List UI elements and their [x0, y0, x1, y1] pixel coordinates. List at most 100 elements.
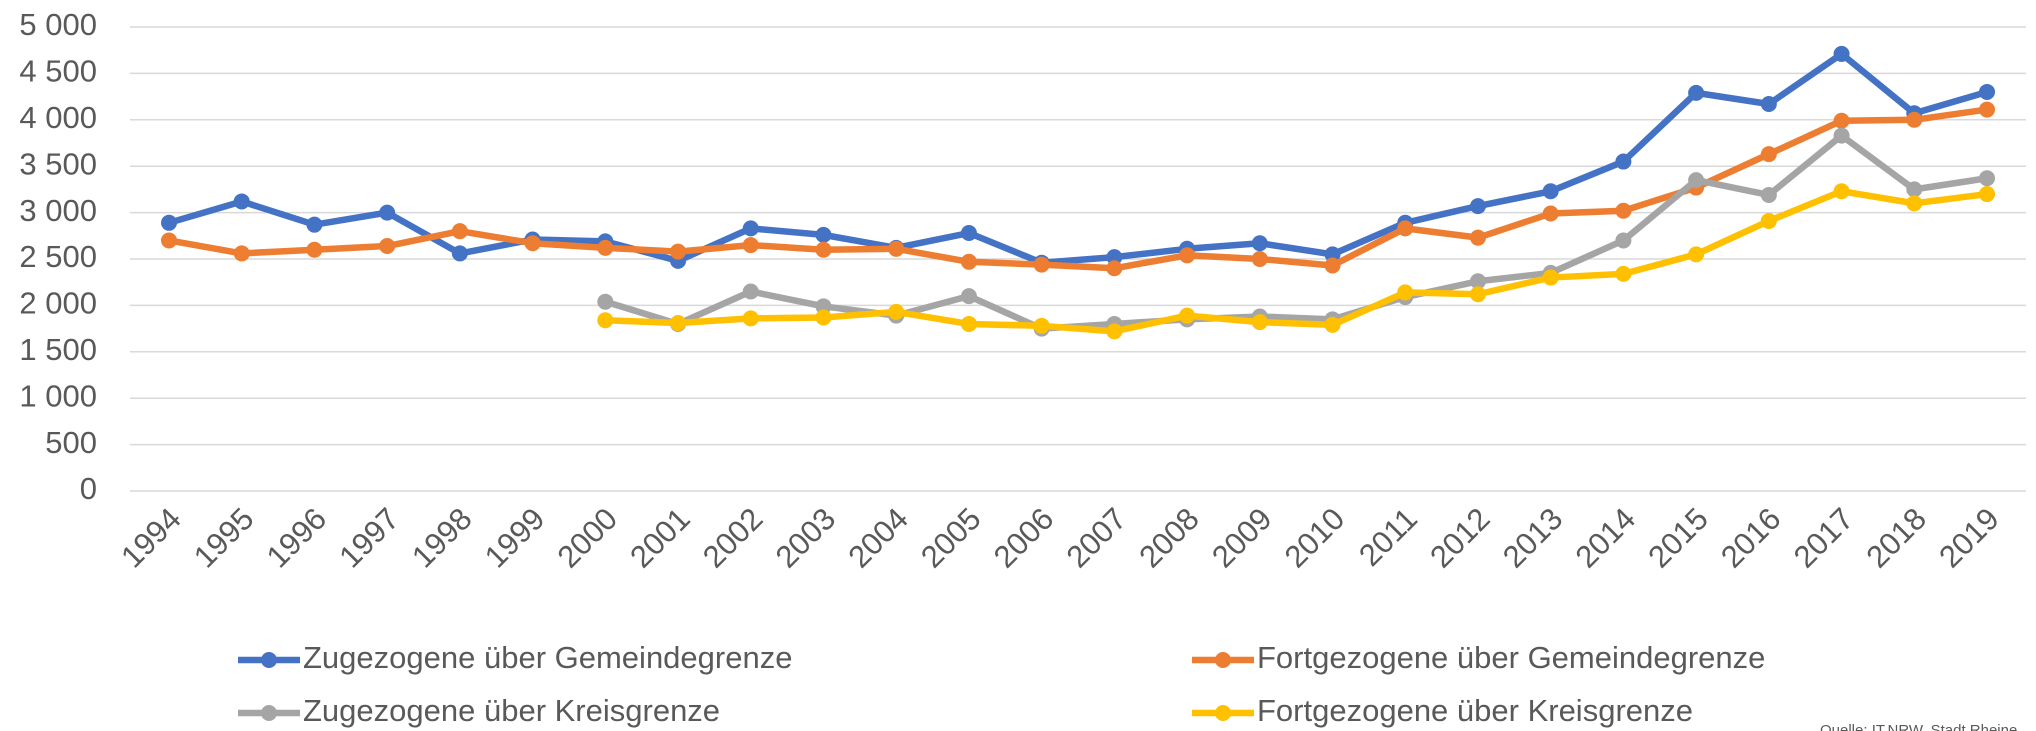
point — [815, 226, 832, 243]
x-tick-label: 1999 — [478, 501, 552, 575]
point — [815, 309, 832, 326]
point — [1688, 172, 1705, 189]
point — [960, 288, 977, 305]
point — [670, 315, 687, 332]
point — [1033, 256, 1050, 273]
series-line — [604, 132, 1988, 332]
legend-label: Fortgezogene über Gemeindegrenze — [1257, 640, 1765, 675]
point — [960, 253, 977, 270]
x-tick-label: 2011 — [1352, 501, 1424, 573]
point — [161, 232, 177, 249]
point — [1979, 170, 1995, 187]
legend-marker — [261, 652, 277, 668]
point — [1469, 273, 1486, 290]
point — [1615, 265, 1632, 282]
y-tick-label: 2 500 — [19, 239, 97, 274]
point — [1469, 198, 1486, 215]
point — [1979, 83, 1995, 100]
y-tick-label: 4 500 — [19, 54, 97, 89]
x-tick-label: 2003 — [769, 501, 843, 575]
x-tick-label: 2010 — [1278, 501, 1352, 575]
y-tick-label: 1 000 — [19, 378, 97, 413]
legend-marker — [261, 705, 277, 721]
point — [1542, 183, 1559, 200]
y-tick-label: 0 — [80, 471, 97, 506]
point — [1906, 181, 1923, 198]
legend-label: Fortgezogene über Kreisgrenze — [1257, 693, 1693, 728]
legend-marker — [1215, 652, 1231, 668]
point — [451, 245, 468, 262]
point — [670, 243, 687, 260]
point — [1760, 212, 1777, 229]
x-tick-label: 2017 — [1787, 501, 1861, 575]
point — [1615, 153, 1632, 170]
point — [742, 283, 759, 300]
point — [306, 241, 323, 258]
x-tick-label: 2002 — [696, 501, 770, 575]
point — [233, 193, 250, 210]
point — [1106, 249, 1123, 266]
x-tick-label: 2000 — [551, 501, 625, 575]
x-tick-label: 2015 — [1641, 501, 1715, 575]
point — [1615, 232, 1632, 249]
point — [1469, 229, 1486, 246]
point — [960, 225, 977, 242]
y-tick-label: 500 — [45, 425, 97, 460]
x-tick-label: 2004 — [841, 501, 915, 575]
x-tick-label: 2016 — [1714, 501, 1788, 575]
point — [597, 312, 614, 329]
point — [742, 220, 759, 237]
point — [1251, 235, 1268, 252]
point — [1760, 96, 1777, 113]
point — [1833, 183, 1850, 200]
point — [1833, 45, 1850, 62]
point — [1688, 84, 1705, 101]
point — [1106, 260, 1123, 277]
point — [1179, 247, 1196, 264]
point — [524, 235, 541, 252]
point — [815, 241, 832, 258]
legend-label: Zugezogene über Kreisgrenze — [303, 693, 720, 728]
y-tick-label: 3 000 — [19, 193, 97, 228]
point — [1615, 202, 1632, 219]
y-tick-label: 2 000 — [19, 286, 97, 321]
point — [1688, 246, 1705, 263]
point — [742, 310, 759, 327]
point — [451, 223, 468, 240]
x-tick-label: 2006 — [987, 501, 1061, 575]
point — [233, 245, 250, 262]
point — [1251, 251, 1268, 267]
series-line — [605, 188, 1988, 335]
point — [597, 239, 614, 256]
x-tick-label: 2018 — [1860, 501, 1934, 575]
point — [1324, 316, 1341, 333]
point — [815, 298, 832, 315]
legend-marker — [1215, 705, 1231, 721]
point — [1906, 111, 1923, 128]
y-tick-label: 3 500 — [19, 146, 97, 181]
point — [1833, 112, 1850, 129]
x-tick-label: 2012 — [1423, 501, 1497, 575]
point — [1324, 257, 1341, 274]
point — [1469, 286, 1486, 303]
point — [1324, 246, 1341, 263]
source-note: Quelle: IT.NRW, Stadt Rheine — [1820, 722, 2017, 731]
point — [1906, 195, 1923, 212]
point — [1106, 323, 1123, 340]
point — [1833, 127, 1850, 144]
x-tick-label: 1997 — [332, 501, 406, 575]
point — [1033, 317, 1050, 334]
x-tick-label: 2013 — [1496, 501, 1570, 575]
point — [1251, 314, 1268, 331]
point — [1179, 307, 1196, 324]
point — [1397, 284, 1414, 301]
y-tick-label: 5 000 — [19, 7, 97, 42]
point — [379, 238, 396, 255]
point — [379, 204, 396, 221]
x-tick-label: 2001 — [623, 501, 697, 575]
point — [888, 303, 905, 320]
series-line — [168, 50, 1988, 266]
point — [742, 237, 759, 254]
point — [1542, 205, 1559, 222]
